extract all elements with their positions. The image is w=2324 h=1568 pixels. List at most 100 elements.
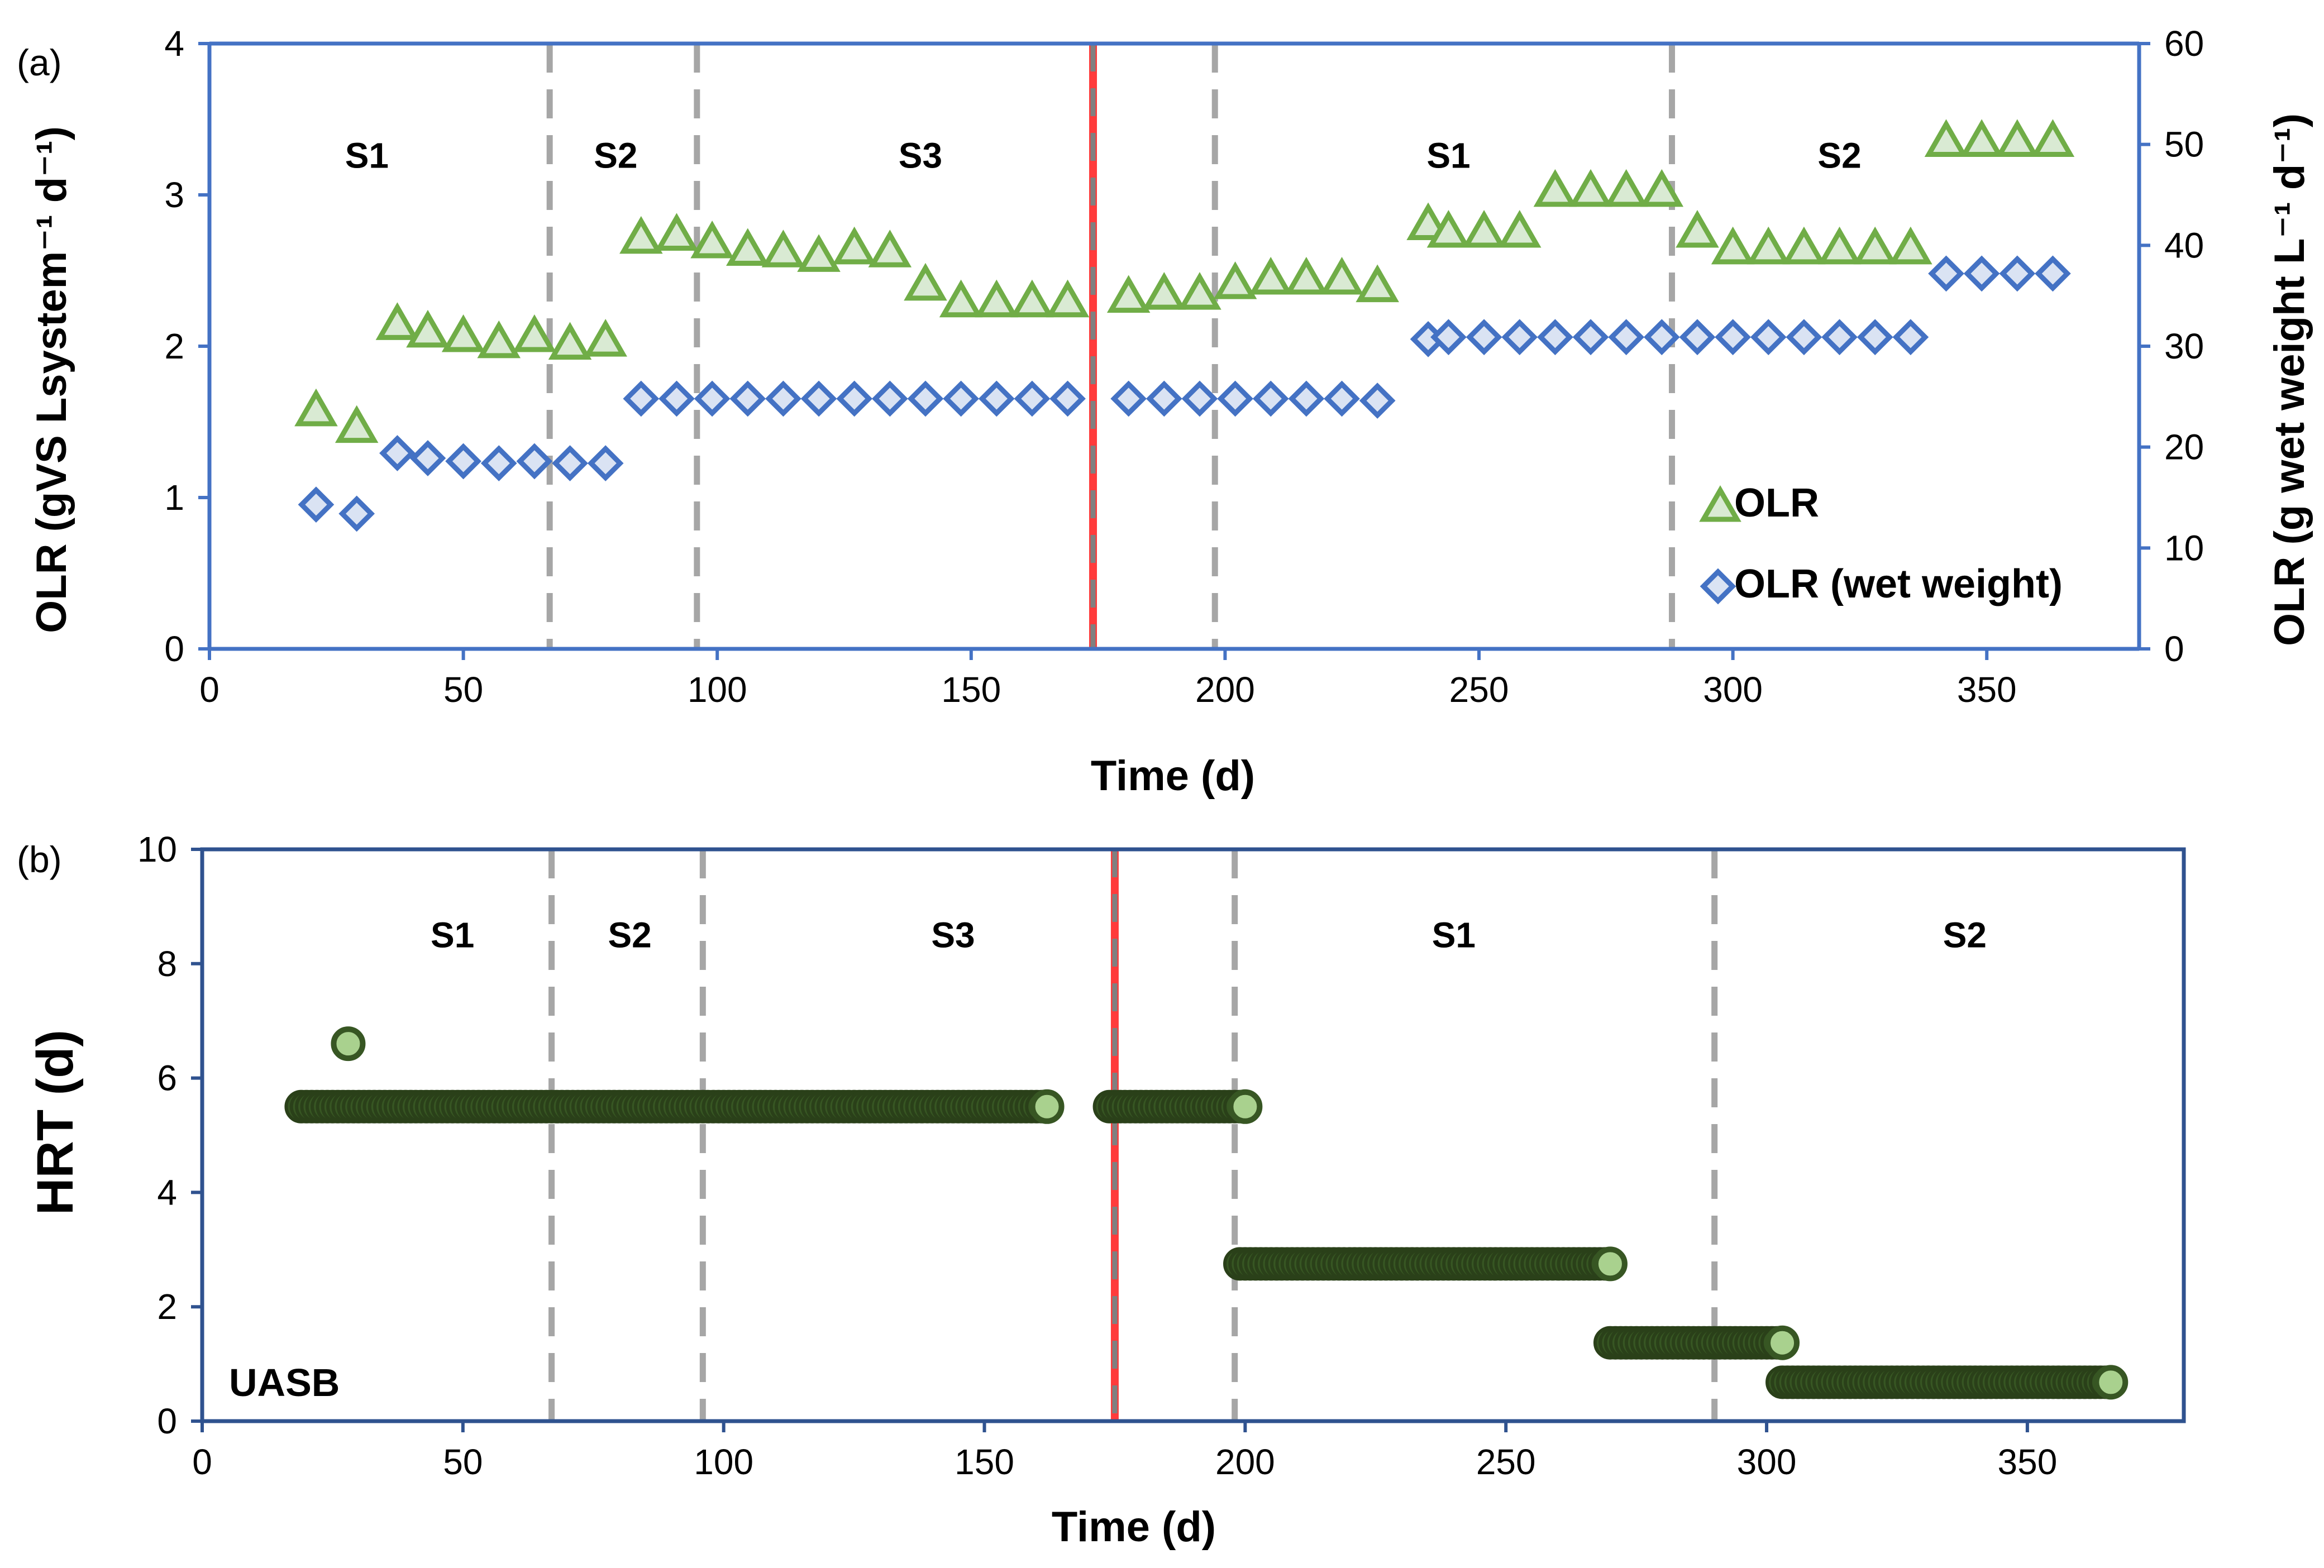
hrt-point bbox=[331, 1026, 366, 1062]
hrt-point bbox=[1029, 1089, 1065, 1124]
olr-wet-weight-point bbox=[658, 380, 695, 417]
stage-label: S2 bbox=[608, 915, 651, 955]
panel-a-dividers bbox=[546, 44, 1676, 649]
x-tick-label: 150 bbox=[955, 1442, 1014, 1482]
y-tick-label: 0 bbox=[157, 1401, 177, 1441]
olr-wet-weight-point bbox=[800, 380, 837, 417]
olr-wet-weight-point bbox=[1252, 380, 1289, 417]
olr-point bbox=[1676, 210, 1719, 248]
x-tick-label: 300 bbox=[1703, 670, 1763, 710]
olr-point bbox=[1106, 275, 1151, 313]
x-tick-label: 100 bbox=[688, 670, 747, 710]
olr-point bbox=[1924, 119, 1968, 157]
olr-point bbox=[584, 319, 627, 357]
olr-point bbox=[797, 234, 841, 272]
y-tick-label: 4 bbox=[157, 1172, 177, 1212]
stage-label: S2 bbox=[1943, 915, 1987, 955]
olr-series bbox=[294, 119, 2075, 443]
olr-wet-weight-point bbox=[587, 445, 624, 481]
olr-point bbox=[1356, 264, 1399, 303]
panel-a-y-axis-title: OLR (gVS Lsystem⁻¹ d⁻¹) bbox=[28, 126, 75, 633]
y2-tick-label: 10 bbox=[2164, 528, 2204, 568]
olr-point bbox=[1569, 169, 1612, 207]
olr-point bbox=[1285, 257, 1328, 295]
olr-wet-weight-point bbox=[1146, 380, 1182, 417]
olr-wet-weight-point bbox=[552, 445, 588, 481]
olr-point bbox=[1782, 226, 1826, 265]
olr-wet-weight-point bbox=[943, 380, 979, 417]
x-tick-label: 250 bbox=[1476, 1442, 1536, 1482]
hrt-point bbox=[2093, 1365, 2129, 1400]
olr-wet-weight-point bbox=[623, 380, 660, 417]
olr-wet-weight-point bbox=[1608, 319, 1645, 356]
olr-wet-weight-point bbox=[409, 440, 446, 476]
olr-wet-weight-point bbox=[1430, 319, 1467, 356]
hrt-point bbox=[1228, 1089, 1263, 1124]
olr-wet-weight-point bbox=[2035, 255, 2071, 292]
y2-tick-label: 20 bbox=[2164, 427, 2204, 467]
panel-a-y2-axis-title: OLR (g wet weight L⁻¹ d⁻¹) bbox=[2266, 113, 2313, 646]
olr-wet-weight-point bbox=[765, 380, 801, 417]
olr-point bbox=[1462, 210, 1506, 248]
olr-point bbox=[375, 302, 419, 340]
olr-point bbox=[335, 405, 379, 443]
stage-label: S1 bbox=[345, 136, 389, 176]
olr-point bbox=[441, 314, 485, 352]
panel-b-axes: 0 50 100 150 200 250 300 350 0 2 4 6 8 10 bbox=[137, 829, 2186, 1482]
olr-point bbox=[2031, 119, 2075, 157]
stage-label: S3 bbox=[899, 136, 942, 176]
olr-point bbox=[1711, 226, 1755, 265]
x-tick-label: 200 bbox=[1215, 1442, 1275, 1482]
olr-wet-weight-point bbox=[1324, 380, 1360, 417]
olr-point bbox=[690, 220, 734, 259]
olr-point bbox=[1046, 279, 1090, 318]
uasb-label: UASB bbox=[229, 1361, 340, 1404]
olr-wet-weight-point bbox=[1928, 255, 1964, 292]
x-tick-label: 200 bbox=[1195, 670, 1255, 710]
y-tick-label: 4 bbox=[164, 23, 184, 64]
olr-point bbox=[1178, 272, 1221, 310]
panel-a-legend: OLR OLR (wet weight) bbox=[1699, 481, 2063, 606]
olr-point bbox=[939, 279, 983, 318]
olr-wet-weight-series bbox=[298, 255, 2071, 532]
olr-point bbox=[1533, 169, 1577, 207]
olr-point bbox=[726, 228, 770, 266]
panel-a-x-axis-title: Time (d) bbox=[1091, 752, 1255, 800]
olr-point bbox=[1746, 226, 1791, 265]
olr-wet-weight-point bbox=[1014, 380, 1051, 417]
olr-wet-weight-point bbox=[907, 380, 944, 417]
olr-point bbox=[1817, 226, 1862, 265]
olr-point bbox=[904, 262, 947, 301]
olr-point bbox=[1010, 279, 1054, 318]
olr-point bbox=[1960, 119, 2003, 157]
hrt-point bbox=[1592, 1246, 1628, 1282]
olr-point bbox=[619, 216, 663, 254]
olr-wet-weight-point bbox=[1288, 380, 1325, 417]
olr-wet-weight-point bbox=[1750, 319, 1787, 356]
panel-a-label: (a) bbox=[17, 42, 62, 83]
olr-point bbox=[1406, 202, 1450, 240]
olr-wet-weight-point bbox=[480, 445, 517, 481]
olr-wet-weight-point bbox=[1537, 319, 1573, 356]
x-tick-label: 350 bbox=[1957, 670, 2017, 710]
y-tick-label: 3 bbox=[164, 175, 184, 215]
hrt-series bbox=[284, 1026, 2129, 1400]
olr-point bbox=[1142, 272, 1186, 310]
y2-tick-label: 60 bbox=[2164, 23, 2204, 64]
olr-wet-weight-point bbox=[978, 380, 1015, 417]
olr-point bbox=[1213, 261, 1257, 299]
olr-point bbox=[868, 230, 912, 267]
olr-point bbox=[975, 279, 1019, 318]
olr-wet-weight-point bbox=[1857, 319, 1893, 356]
olr-wet-weight-point bbox=[1715, 319, 1751, 356]
legend-olr-wet-label: OLR (wet weight) bbox=[1734, 562, 2063, 606]
x-tick-label: 300 bbox=[1737, 1442, 1797, 1482]
olr-point bbox=[294, 388, 338, 427]
olr-wet-weight-point bbox=[1786, 319, 1822, 356]
y-tick-label: 6 bbox=[157, 1058, 177, 1098]
y-tick-label: 8 bbox=[157, 944, 177, 984]
olr-wet-weight-point bbox=[1643, 319, 1680, 356]
olr-wet-weight-point bbox=[694, 380, 731, 417]
